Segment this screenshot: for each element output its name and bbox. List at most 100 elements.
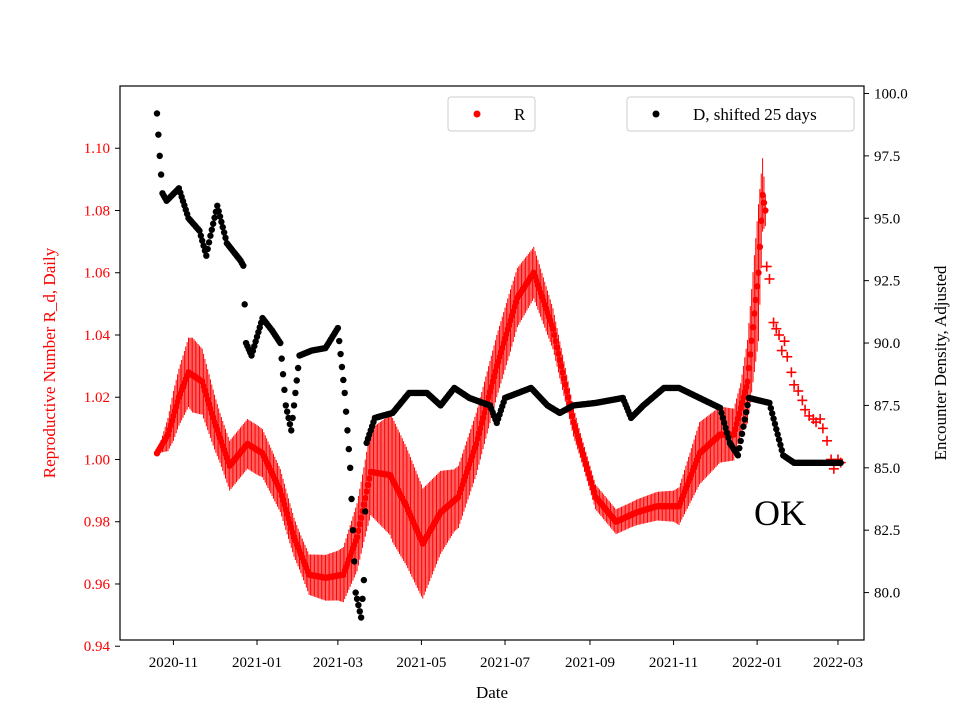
d-point <box>222 234 229 242</box>
d-point <box>293 377 300 384</box>
d-point <box>240 262 247 269</box>
r-point <box>360 501 368 508</box>
d-point <box>204 245 211 253</box>
y-right-tick-label: 82.5 <box>874 523 900 539</box>
d-point <box>344 427 351 434</box>
d-point <box>734 452 742 459</box>
d-point <box>721 419 728 427</box>
d-point <box>773 425 780 433</box>
d-point <box>336 337 343 345</box>
d-point <box>241 301 248 308</box>
r-point <box>756 243 764 251</box>
x-tick-label: 2020-11 <box>149 655 198 671</box>
legend-r-box <box>447 96 536 132</box>
y-axis-left-label: Reproductive Number R_d, Daily <box>40 247 59 478</box>
d-point <box>736 444 743 452</box>
r-point <box>555 350 562 357</box>
r-point <box>760 199 768 206</box>
y-right-tick-label: 95.0 <box>874 211 900 227</box>
d-point <box>774 431 781 438</box>
x-tick-label: 2021-09 <box>565 655 615 671</box>
d-point <box>716 404 724 412</box>
r-point <box>753 283 761 290</box>
d-point <box>744 401 751 409</box>
d-point <box>338 363 346 371</box>
y-right-tick-label: 100.0 <box>874 86 908 102</box>
y-left-tick-label: 1.06 <box>84 266 111 282</box>
r-point <box>762 207 769 214</box>
d-point <box>349 526 357 534</box>
r-cross-point <box>761 261 772 272</box>
d-point <box>207 232 214 239</box>
x-tick-label: 2021-03 <box>313 655 363 671</box>
r-point <box>357 514 365 521</box>
r-point <box>744 378 751 385</box>
x-tick-label: 2021-07 <box>480 655 530 671</box>
legend-r: R <box>447 96 536 132</box>
d-point <box>355 601 362 609</box>
y-left-tick-label: 1.08 <box>84 203 110 219</box>
plot-frame <box>119 85 865 641</box>
y-right-tick-label: 97.5 <box>874 149 900 165</box>
d-point <box>279 371 287 378</box>
x-tick-label: 2021-05 <box>396 655 446 671</box>
r-point <box>552 338 559 345</box>
r-cross-point <box>822 435 833 446</box>
d-point <box>766 399 773 407</box>
d-point <box>281 386 288 394</box>
y-left-tick-label: 1.04 <box>84 328 111 344</box>
d-point <box>768 410 776 417</box>
r-point <box>755 269 762 276</box>
d-point <box>218 218 225 226</box>
legend-d: D, shifted 25 days <box>626 96 855 132</box>
axes-layer: 2020-11 2021-01 2021-03 2021-05 2021-07 2021-… <box>84 86 908 671</box>
d-point <box>214 202 221 209</box>
d-point <box>289 414 296 422</box>
x-tick-label: 2022-01 <box>732 655 782 671</box>
r-point <box>748 337 755 345</box>
d-point <box>351 558 358 565</box>
d-point <box>778 446 785 454</box>
legend-d-marker <box>652 110 660 118</box>
r-point <box>556 356 564 364</box>
r-cross-point <box>817 423 828 434</box>
d-point <box>278 355 285 362</box>
legend-r-marker <box>473 110 481 118</box>
d-point <box>837 459 844 467</box>
d-point <box>742 409 750 416</box>
d-point <box>360 576 368 584</box>
d-point <box>205 239 213 246</box>
d-point <box>282 402 289 409</box>
r-cross-point <box>776 345 787 356</box>
d-point <box>353 595 361 603</box>
d-point <box>357 614 365 621</box>
r-point <box>557 362 565 370</box>
d-point <box>718 409 725 417</box>
y-left-tick-label: 0.96 <box>84 577 111 593</box>
y-left-tick-label: 0.98 <box>84 515 110 531</box>
legend-d-label: D, shifted 25 days <box>693 105 817 124</box>
d-point <box>737 437 744 445</box>
d-point <box>153 110 161 117</box>
d-point <box>215 207 222 215</box>
d-point <box>219 223 226 231</box>
d-point <box>283 408 291 415</box>
d-point <box>342 408 350 415</box>
legend-d-box <box>626 96 855 132</box>
d-point <box>286 420 294 428</box>
r-point <box>752 296 759 304</box>
r-point <box>747 351 754 358</box>
y-right-tick-label: 90.0 <box>874 336 900 352</box>
d-point <box>346 464 354 472</box>
r-point <box>356 521 363 528</box>
d-point <box>362 508 369 515</box>
legend-r-label: R <box>514 105 526 124</box>
r-series-layer <box>153 158 846 603</box>
y-left-tick-label: 1.02 <box>84 390 110 406</box>
d-point <box>334 324 342 332</box>
d-point <box>359 595 366 603</box>
d-point <box>741 416 748 423</box>
d-point <box>771 420 779 428</box>
d-point <box>341 389 348 397</box>
d-point <box>294 364 302 372</box>
